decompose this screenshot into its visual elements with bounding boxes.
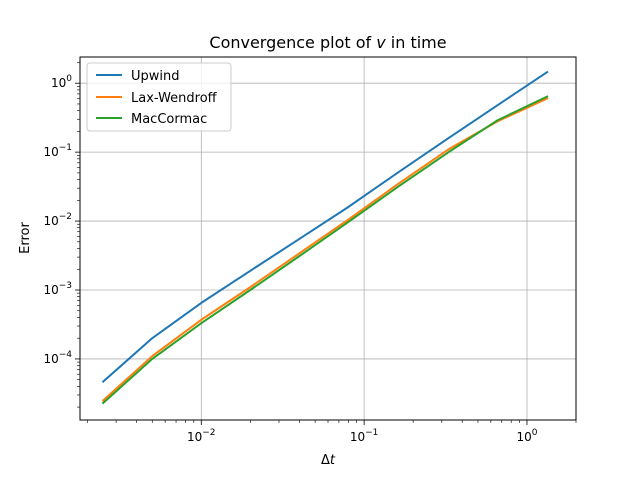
y-tick-label: 10−1 xyxy=(43,143,72,159)
legend-box xyxy=(86,62,232,132)
y-axis-label: Error xyxy=(18,222,33,254)
x-tick-label: 10−2 xyxy=(187,428,216,444)
x-axis-label: Δt xyxy=(321,453,336,468)
legend-label-lax-wendroff: Lax-Wendroff xyxy=(131,91,218,106)
y-tick-label: 100 xyxy=(51,74,72,90)
y-tick-label: 10−4 xyxy=(43,350,72,366)
x-tick-label: 100 xyxy=(516,428,537,444)
x-tick-label: 10−1 xyxy=(350,428,379,444)
series-line-upwind xyxy=(101,70,549,383)
axis-ticks xyxy=(75,62,577,425)
axis-tick-labels: 10−2 10−1 100 10−4 10−3 10−2 10−1 100 xyxy=(43,74,537,444)
series-line-maccormac xyxy=(101,95,549,405)
legend-label-maccormac: MacCormac xyxy=(131,112,207,127)
y-tick-label: 10−2 xyxy=(43,212,72,228)
legend: Upwind Lax-Wendroff MacCormac xyxy=(86,62,232,132)
series-lines xyxy=(101,70,549,405)
y-tick-label: 10−3 xyxy=(43,281,72,297)
legend-label-upwind: Upwind xyxy=(131,69,180,84)
chart-title: Convergence plot of v in time xyxy=(209,33,446,52)
